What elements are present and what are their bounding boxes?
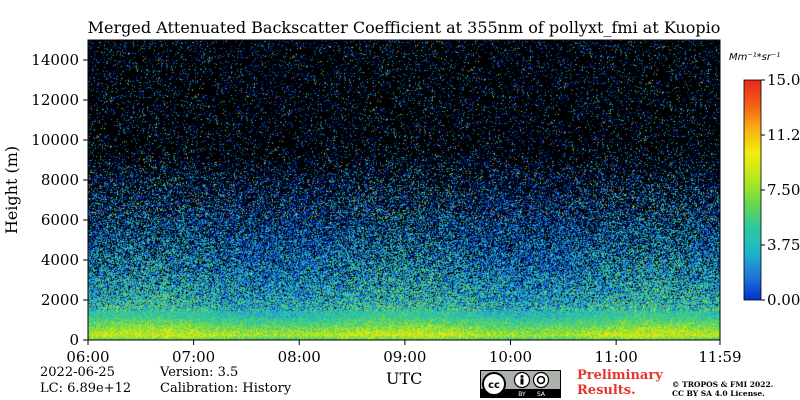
y-tick-label: 2000 bbox=[41, 291, 79, 309]
x-tick-label: 06:00 bbox=[66, 348, 109, 366]
footer-version: Version: 3.5 bbox=[160, 365, 239, 380]
footer-lc: LC: 6.89e+12 bbox=[40, 381, 132, 396]
colorbar-tick-label: 15.00 bbox=[767, 71, 800, 89]
x-tick-label: 09:00 bbox=[383, 348, 426, 366]
colorbar-tick-label: 7.50 bbox=[767, 181, 800, 199]
svg-text:BY: BY bbox=[518, 391, 526, 398]
colorbar bbox=[743, 79, 762, 301]
y-tick-label: 14000 bbox=[31, 51, 79, 69]
footer-date: 2022-06-25 bbox=[40, 365, 115, 380]
footer-calibration: Calibration: History bbox=[160, 381, 292, 396]
svg-text:SA: SA bbox=[537, 391, 546, 398]
preliminary-notice: Preliminary Results. bbox=[577, 368, 663, 398]
x-tick-label: 11:00 bbox=[595, 348, 638, 366]
y-axis-label: Height (m) bbox=[2, 146, 21, 234]
x-axis-label: UTC bbox=[386, 369, 423, 388]
chart-title: Merged Attenuated Backscatter Coefficien… bbox=[88, 18, 721, 37]
y-tick-label: 6000 bbox=[41, 211, 79, 229]
x-tick-label: 08:00 bbox=[278, 348, 321, 366]
preliminary-line-1: Preliminary bbox=[577, 368, 663, 383]
colorbar-tick-label: 11.25 bbox=[767, 126, 800, 144]
y-tick-label: 8000 bbox=[41, 171, 79, 189]
x-tick-label: 11:59 bbox=[698, 348, 741, 366]
colorbar-ticks: 0.00 3.75 7.50 11.25 15.00 bbox=[761, 71, 800, 309]
copyright-line-2: CC BY SA 4.0 License. bbox=[672, 389, 765, 398]
x-tick-label: 10:00 bbox=[489, 348, 532, 366]
heatmap-canvas bbox=[88, 40, 720, 340]
heatmap-container bbox=[88, 40, 720, 340]
colorbar-tick-label: 3.75 bbox=[767, 236, 800, 254]
colorbar-unit: Mm⁻¹*sr⁻¹ bbox=[729, 52, 780, 63]
y-tick-label: 0 bbox=[69, 331, 79, 349]
plot-frame bbox=[87, 39, 721, 341]
copyright-notice: © TROPOS & FMI 2022. CC BY SA 4.0 Licens… bbox=[672, 380, 773, 398]
colorbar-tick-label: 0.00 bbox=[767, 291, 800, 309]
y-axis: 0 2000 4000 6000 8000 10000 12000 14000 bbox=[31, 51, 88, 349]
copyright-line-1: © TROPOS & FMI 2022. bbox=[672, 380, 774, 389]
y-tick-label: 10000 bbox=[31, 131, 79, 149]
x-tick-label: 07:00 bbox=[172, 348, 215, 366]
svg-text:cc: cc bbox=[488, 380, 500, 391]
y-tick-label: 4000 bbox=[41, 251, 79, 269]
y-tick-label: 12000 bbox=[31, 91, 79, 109]
preliminary-line-2: Results. bbox=[577, 383, 636, 398]
cc-by-sa-icon[interactable]: cc BY SA bbox=[480, 370, 561, 398]
x-axis: 06:00 07:00 08:00 09:00 10:00 11:00 11:59 bbox=[66, 340, 742, 366]
